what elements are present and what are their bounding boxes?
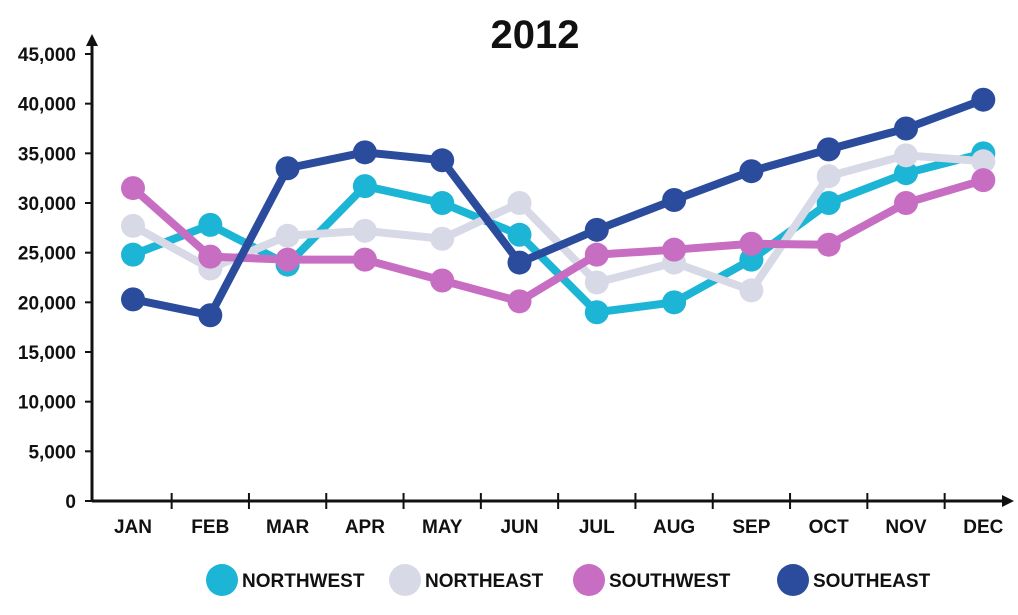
data-point xyxy=(198,244,223,269)
x-axis-arrow xyxy=(1002,495,1014,507)
x-tick-label: SEP xyxy=(732,517,770,538)
data-point xyxy=(430,268,455,293)
legend-label: NORTHEAST xyxy=(425,571,544,592)
legend-item: SOUTHEAST xyxy=(777,564,931,596)
y-tick-label: 35,000 xyxy=(18,144,76,165)
data-point xyxy=(275,156,300,181)
series-southeast xyxy=(121,87,996,328)
y-tick-label: 0 xyxy=(65,492,76,513)
x-axis-ticks: JAN FEB MAR APR MAY JUN JUL AUG SEP OCT NOV DEC xyxy=(114,493,1004,538)
series-line xyxy=(129,95,988,320)
data-point xyxy=(430,148,455,173)
data-point xyxy=(971,149,996,174)
data-point xyxy=(662,188,687,213)
data-point xyxy=(584,242,609,267)
data-point xyxy=(121,242,145,267)
legend-swatch xyxy=(206,564,238,596)
legend-swatch xyxy=(573,564,605,596)
data-point xyxy=(739,159,764,184)
data-point xyxy=(816,137,841,162)
data-point xyxy=(507,289,532,314)
data-point xyxy=(971,168,996,193)
data-point xyxy=(275,223,300,248)
axes xyxy=(86,34,1014,507)
x-tick-label: JUN xyxy=(500,517,538,538)
data-point xyxy=(352,218,377,243)
y-axis-ticks: 0 5,000 10,000 15,000 20,000 25,000 30,000 35,0… xyxy=(18,45,92,513)
data-point xyxy=(894,116,918,141)
legend-swatch xyxy=(389,564,421,596)
data-point xyxy=(352,247,377,272)
data-point xyxy=(816,232,841,257)
data-point xyxy=(507,191,532,215)
x-tick-label: AUG xyxy=(653,517,695,538)
legend-label: SOUTHWEST xyxy=(609,571,731,592)
data-point xyxy=(352,140,377,165)
data-point xyxy=(584,217,609,242)
y-tick-label: 25,000 xyxy=(18,244,76,265)
data-point xyxy=(662,290,687,315)
data-point xyxy=(739,231,764,256)
data-point xyxy=(662,237,687,262)
y-tick-label: 30,000 xyxy=(18,194,76,215)
data-point xyxy=(121,176,145,201)
series-southwest xyxy=(121,168,996,314)
data-point xyxy=(121,287,145,312)
data-point xyxy=(507,222,532,247)
y-tick-label: 5,000 xyxy=(28,442,76,463)
data-point xyxy=(816,191,841,215)
legend-label: SOUTHEAST xyxy=(813,571,931,592)
y-tick-label: 40,000 xyxy=(18,95,76,116)
y-tick-label: 45,000 xyxy=(18,45,76,66)
x-tick-label: MAY xyxy=(422,517,463,538)
data-point xyxy=(352,174,377,199)
x-tick-label: MAR xyxy=(266,517,310,538)
data-point xyxy=(971,87,996,112)
series-line xyxy=(129,176,988,306)
data-point xyxy=(507,250,532,275)
y-tick-label: 15,000 xyxy=(18,343,76,364)
x-tick-label: DEC xyxy=(963,517,1003,538)
legend: NORTHWEST NORTHEAST SOUTHWEST SOUTHEAST xyxy=(206,564,931,596)
data-point xyxy=(894,161,918,186)
data-point xyxy=(584,270,609,295)
data-point xyxy=(430,191,455,215)
x-tick-label: JAN xyxy=(114,517,152,538)
data-point xyxy=(584,300,609,325)
data-point xyxy=(739,278,764,303)
series-layer xyxy=(121,87,996,328)
y-axis-arrow xyxy=(86,34,98,46)
legend-item: NORTHWEST xyxy=(206,564,365,596)
legend-item: SOUTHWEST xyxy=(573,564,731,596)
data-point xyxy=(894,143,918,168)
legend-item: NORTHEAST xyxy=(389,564,544,596)
data-point xyxy=(430,226,455,251)
chart-title: 2012 xyxy=(491,13,580,57)
x-tick-label: JUL xyxy=(579,517,615,538)
data-point xyxy=(198,303,223,328)
data-point xyxy=(275,247,300,272)
y-tick-label: 20,000 xyxy=(18,293,76,314)
data-point xyxy=(816,164,841,189)
legend-label: NORTHWEST xyxy=(242,571,365,592)
x-tick-label: FEB xyxy=(191,517,229,538)
data-point xyxy=(198,212,223,237)
legend-swatch xyxy=(777,564,809,596)
data-point xyxy=(894,191,918,215)
x-tick-label: APR xyxy=(345,517,385,538)
y-tick-label: 10,000 xyxy=(18,393,76,414)
x-tick-label: NOV xyxy=(885,517,927,538)
data-point xyxy=(121,213,145,238)
x-tick-label: OCT xyxy=(809,517,850,538)
